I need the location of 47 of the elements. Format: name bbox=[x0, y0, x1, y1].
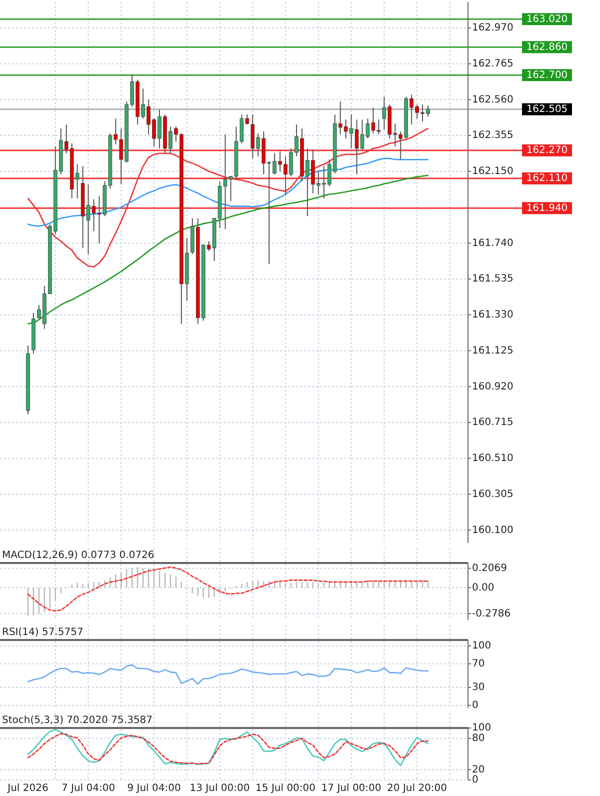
y-tick-label: 20 bbox=[472, 764, 485, 776]
y-tick-label: 162.970 bbox=[472, 22, 514, 34]
ref-line-label: 162.270 bbox=[526, 145, 568, 156]
x-tick-label: 15 Jul 00:00 bbox=[256, 783, 316, 794]
line-series bbox=[27, 158, 429, 227]
y-tick-label: 160.920 bbox=[472, 381, 514, 392]
y-tick-label: 160.510 bbox=[472, 453, 514, 464]
y-tick-label: 0 bbox=[472, 774, 478, 786]
y-tick-label: 30 bbox=[472, 682, 485, 694]
y-tick-label: 161.740 bbox=[472, 238, 514, 249]
chart-title: MACD(12,26,9) 0.0773 0.0726 bbox=[2, 550, 154, 561]
x-tick-label: Jul 2026 bbox=[6, 783, 48, 794]
y-tick-label: 0 bbox=[472, 700, 478, 712]
chart-title: RSI(14) 57.5757 bbox=[2, 627, 84, 638]
line-series bbox=[27, 566, 429, 612]
line-series bbox=[27, 664, 429, 685]
ref-line-label: 161.940 bbox=[526, 202, 568, 214]
y-tick-label: 100 bbox=[472, 722, 492, 734]
y-tick-label: 162.150 bbox=[472, 166, 514, 178]
ref-line-label: 162.110 bbox=[526, 173, 568, 184]
ref-line-label: 162.505 bbox=[526, 104, 568, 115]
ref-line-label: 162.860 bbox=[526, 42, 568, 53]
ref-line-label: 162.700 bbox=[526, 70, 568, 81]
x-tick-label: 20 Jul 20:00 bbox=[387, 783, 448, 794]
y-tick-label: 162.765 bbox=[472, 58, 514, 70]
y-tick-label: 100 bbox=[472, 640, 492, 652]
x-tick-label: 7 Jul 04:00 bbox=[61, 783, 116, 794]
line-series bbox=[27, 174, 429, 324]
x-tick-label: 13 Jul 00:00 bbox=[190, 783, 250, 794]
y-tick-label: 160.100 bbox=[472, 524, 514, 536]
y-tick-label: 161.330 bbox=[472, 310, 514, 321]
y-tick-label: 161.125 bbox=[472, 345, 514, 356]
x-tick-label: 9 Jul 04:00 bbox=[127, 783, 181, 794]
y-tick-label: 162.560 bbox=[472, 94, 514, 106]
y-tick-label: 161.535 bbox=[472, 274, 514, 285]
y-tick-label: 0.2069 bbox=[472, 563, 507, 574]
y-tick-label: 160.715 bbox=[472, 417, 514, 428]
y-tick-label: 70 bbox=[472, 658, 485, 670]
chart-title: Stoch(5,3,3) 70.2020 75.3587 bbox=[2, 715, 153, 726]
y-tick-label: -0.2786 bbox=[472, 608, 511, 620]
line-series bbox=[27, 128, 429, 268]
ref-line-label: 163.020 bbox=[526, 14, 568, 25]
y-tick-label: 162.355 bbox=[472, 130, 514, 142]
y-tick-label: 0.00 bbox=[472, 582, 494, 594]
y-tick-label: 80 bbox=[472, 733, 485, 744]
y-tick-label: 160.305 bbox=[472, 488, 514, 500]
x-tick-label: 17 Jul 00:00 bbox=[321, 783, 382, 794]
